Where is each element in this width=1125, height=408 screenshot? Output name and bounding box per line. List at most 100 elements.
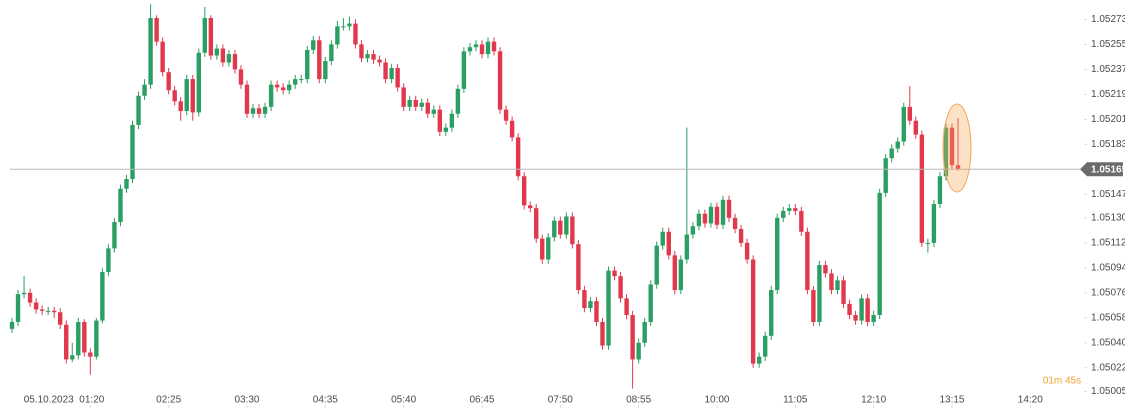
- candle-body: [889, 148, 894, 159]
- candle-body: [666, 231, 671, 256]
- x-tick-label: 05.10.2023 01:20: [24, 395, 105, 406]
- candle-body: [178, 101, 183, 112]
- x-tick-label: 04:35: [313, 395, 338, 406]
- candle-body: [606, 270, 611, 346]
- candle-body: [425, 102, 430, 114]
- candle-body: [305, 49, 310, 80]
- candle-body: [582, 290, 587, 309]
- candle-body: [184, 79, 189, 112]
- candle-body: [262, 106, 268, 114]
- candle-body: [720, 199, 726, 225]
- candle-body: [76, 321, 81, 356]
- candle-body: [630, 315, 635, 360]
- candle-body: [58, 312, 63, 325]
- candle-body: [82, 321, 87, 353]
- price-tag: [1080, 162, 1123, 177]
- candle-body: [389, 68, 394, 80]
- candle-body: [750, 259, 756, 364]
- candle-body: [799, 210, 804, 232]
- candle-body: [323, 61, 328, 80]
- candle-body: [292, 79, 298, 85]
- candles: [9, 4, 961, 389]
- candle-body: [636, 342, 641, 360]
- candle-body: [329, 44, 334, 62]
- candle-body: [401, 87, 406, 107]
- candle-body: [576, 244, 581, 291]
- candle-body: [371, 54, 376, 60]
- candle-body: [377, 59, 382, 63]
- candle-body: [317, 40, 322, 80]
- candle-body: [756, 356, 762, 364]
- x-tick-label: 02:25: [156, 395, 181, 406]
- y-tick-label: 1.05076: [1091, 287, 1125, 298]
- candle-body: [714, 206, 720, 225]
- candle-body: [461, 51, 467, 89]
- candle-body: [238, 69, 244, 85]
- y-tick-label: 1.05255: [1091, 39, 1125, 50]
- candle-body: [805, 231, 810, 291]
- candle-body: [913, 120, 919, 135]
- y-tick-label: 1.05237: [1091, 64, 1125, 75]
- candle-body: [919, 134, 925, 243]
- x-tick-label: 10:00: [704, 395, 729, 406]
- candle-body: [829, 273, 834, 291]
- candle-body: [485, 41, 491, 55]
- candle-body: [787, 208, 792, 211]
- candle-body: [431, 109, 436, 114]
- candle-body: [648, 284, 653, 322]
- candle-body: [449, 113, 455, 128]
- candle-body: [130, 124, 135, 180]
- x-tick-label: 05:40: [391, 395, 416, 406]
- candle-body: [564, 216, 569, 235]
- candle-body: [21, 292, 27, 295]
- y-tick-label: 1.05094: [1091, 262, 1125, 273]
- candle-body: [383, 62, 388, 80]
- x-tick-label: 06:45: [469, 395, 494, 406]
- candle-body: [172, 90, 177, 102]
- candle-body: [39, 309, 45, 311]
- candle-body: [33, 302, 39, 310]
- candle-body: [214, 48, 220, 56]
- candle-body: [937, 176, 943, 204]
- candle-body: [280, 87, 286, 91]
- y-tick-label: 1.05058: [1091, 312, 1125, 323]
- candle-body: [166, 72, 171, 91]
- candle-body: [612, 270, 617, 277]
- candle-body: [744, 242, 750, 260]
- candle-body: [618, 276, 623, 299]
- candle-body: [817, 265, 822, 322]
- candle-body: [678, 259, 684, 291]
- candle-body: [256, 108, 262, 114]
- candle-body: [395, 68, 400, 88]
- candle-body: [883, 158, 888, 193]
- candle-body: [100, 272, 105, 321]
- candle-body: [9, 321, 15, 329]
- price-tag-label: 1.05165: [1091, 164, 1125, 175]
- candle-body: [353, 23, 358, 45]
- candle-body: [877, 192, 882, 316]
- candle-body: [769, 290, 774, 336]
- candle-body: [527, 205, 533, 209]
- x-tick-label: 13:15: [939, 395, 964, 406]
- candle-body: [684, 234, 690, 260]
- candle-body: [534, 208, 539, 239]
- candle-body: [859, 298, 864, 321]
- candle-body: [708, 206, 714, 224]
- candle-body: [540, 238, 545, 260]
- candle-body: [226, 54, 232, 63]
- candle-body: [738, 228, 744, 243]
- candle-body: [949, 127, 955, 166]
- x-tick-label: 12:10: [861, 395, 886, 406]
- x-tick-label: 07:50: [548, 395, 573, 406]
- candle-body: [268, 84, 274, 107]
- candle-body: [672, 255, 678, 291]
- x-tick-label: 14:20: [1018, 395, 1043, 406]
- candle-body: [455, 88, 461, 114]
- x-tick-label: 11:05: [783, 395, 808, 406]
- candle-body: [781, 210, 786, 218]
- candle-body: [190, 79, 195, 113]
- candle-body: [654, 245, 659, 285]
- candle-body: [841, 280, 846, 304]
- candle-body: [690, 226, 696, 235]
